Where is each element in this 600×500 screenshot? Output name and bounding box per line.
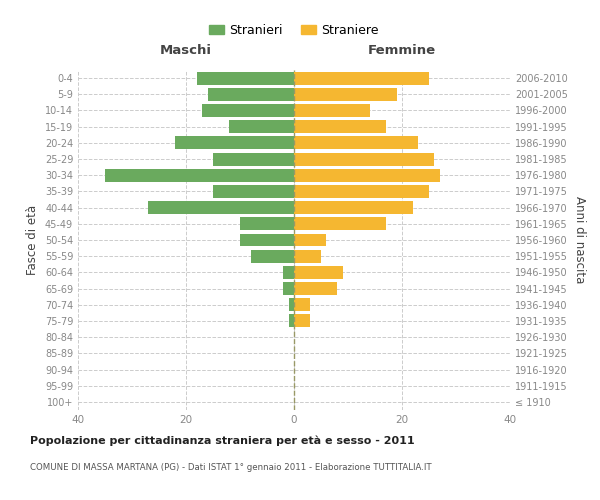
Bar bbox=[289, 298, 294, 311]
Bar bbox=[294, 201, 413, 214]
Bar bbox=[294, 169, 440, 181]
Bar bbox=[294, 298, 310, 311]
Bar bbox=[283, 266, 294, 279]
Bar bbox=[294, 104, 370, 117]
Bar bbox=[213, 185, 294, 198]
Bar bbox=[294, 266, 343, 279]
Bar bbox=[294, 88, 397, 101]
Bar bbox=[240, 234, 294, 246]
Bar bbox=[175, 136, 294, 149]
Legend: Stranieri, Straniere: Stranieri, Straniere bbox=[209, 24, 379, 36]
Text: COMUNE DI MASSA MARTANA (PG) - Dati ISTAT 1° gennaio 2011 - Elaborazione TUTTITA: COMUNE DI MASSA MARTANA (PG) - Dati ISTA… bbox=[30, 462, 431, 471]
Bar bbox=[294, 250, 321, 262]
Y-axis label: Anni di nascita: Anni di nascita bbox=[573, 196, 586, 284]
Bar bbox=[213, 152, 294, 166]
Bar bbox=[229, 120, 294, 133]
Text: Popolazione per cittadinanza straniera per età e sesso - 2011: Popolazione per cittadinanza straniera p… bbox=[30, 435, 415, 446]
Bar bbox=[294, 120, 386, 133]
Bar bbox=[294, 234, 326, 246]
Bar bbox=[294, 218, 386, 230]
Bar bbox=[208, 88, 294, 101]
Bar bbox=[105, 169, 294, 181]
Text: Maschi: Maschi bbox=[160, 44, 212, 57]
Bar bbox=[148, 201, 294, 214]
Bar bbox=[294, 152, 434, 166]
Bar bbox=[197, 72, 294, 85]
Text: Femmine: Femmine bbox=[368, 44, 436, 57]
Bar bbox=[251, 250, 294, 262]
Bar bbox=[289, 314, 294, 328]
Bar bbox=[283, 282, 294, 295]
Bar bbox=[294, 72, 429, 85]
Bar bbox=[240, 218, 294, 230]
Bar bbox=[294, 282, 337, 295]
Y-axis label: Fasce di età: Fasce di età bbox=[26, 205, 39, 275]
Bar bbox=[202, 104, 294, 117]
Bar bbox=[294, 185, 429, 198]
Bar bbox=[294, 314, 310, 328]
Bar bbox=[294, 136, 418, 149]
